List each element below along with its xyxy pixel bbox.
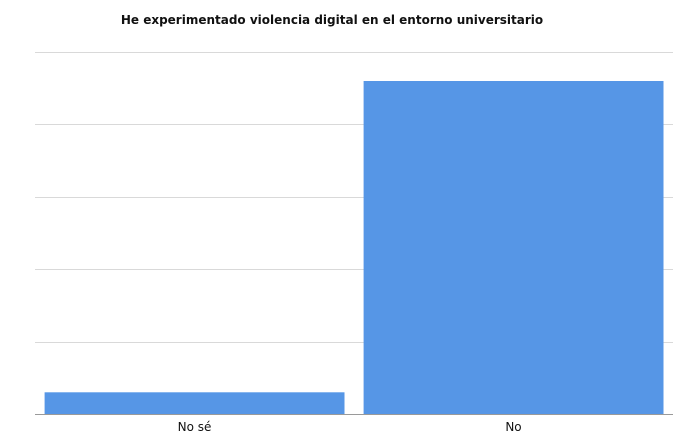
chart-title: He experimentado violencia digital en el… — [121, 13, 543, 27]
x-tick-label: No — [505, 420, 521, 434]
x-tick-label: No sé — [178, 420, 212, 434]
x-tick-labels: No sé No — [178, 420, 522, 434]
bar-0 — [44, 392, 345, 414]
bars — [44, 81, 664, 414]
bar-1 — [363, 81, 664, 414]
